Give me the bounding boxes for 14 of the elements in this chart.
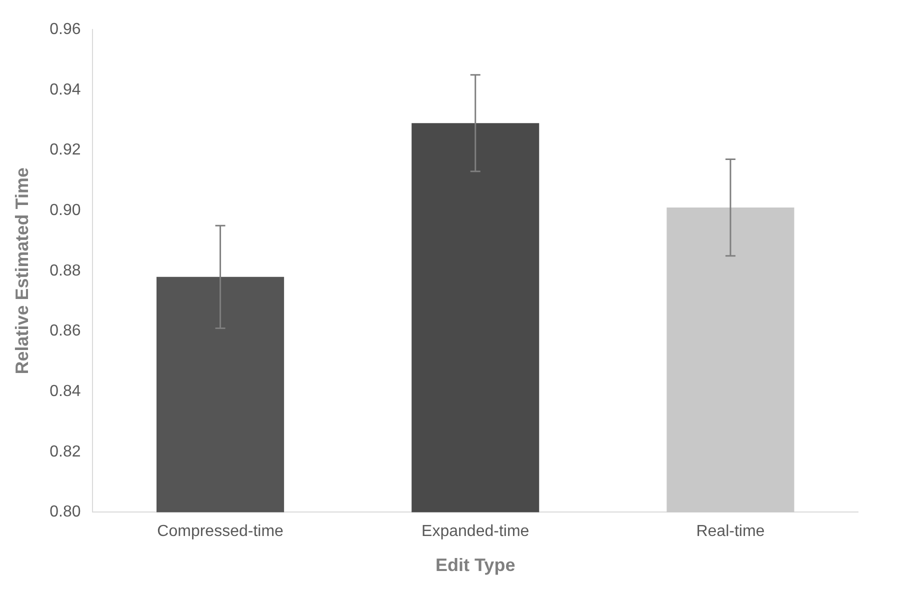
x-tick-label: Expanded-time [422, 523, 530, 540]
x-tick-label: Compressed-time [157, 523, 284, 540]
y-tick-label: 0.84 [50, 382, 81, 400]
y-tick-label: 0.86 [50, 322, 81, 340]
y-axis-title: Relative Estimated Time [12, 168, 32, 374]
y-tick-label: 0.96 [50, 21, 81, 38]
x-tick-label: Real-time [696, 523, 765, 540]
y-tick-label: 0.90 [50, 202, 81, 219]
y-tick-label: 0.82 [50, 443, 81, 460]
y-tick-label: 0.80 [50, 504, 81, 521]
x-axis-title: Edit Type [436, 555, 516, 576]
y-tick-label: 0.94 [50, 81, 81, 98]
y-tick-label: 0.92 [50, 142, 81, 159]
y-tick-label: 0.88 [50, 262, 81, 280]
